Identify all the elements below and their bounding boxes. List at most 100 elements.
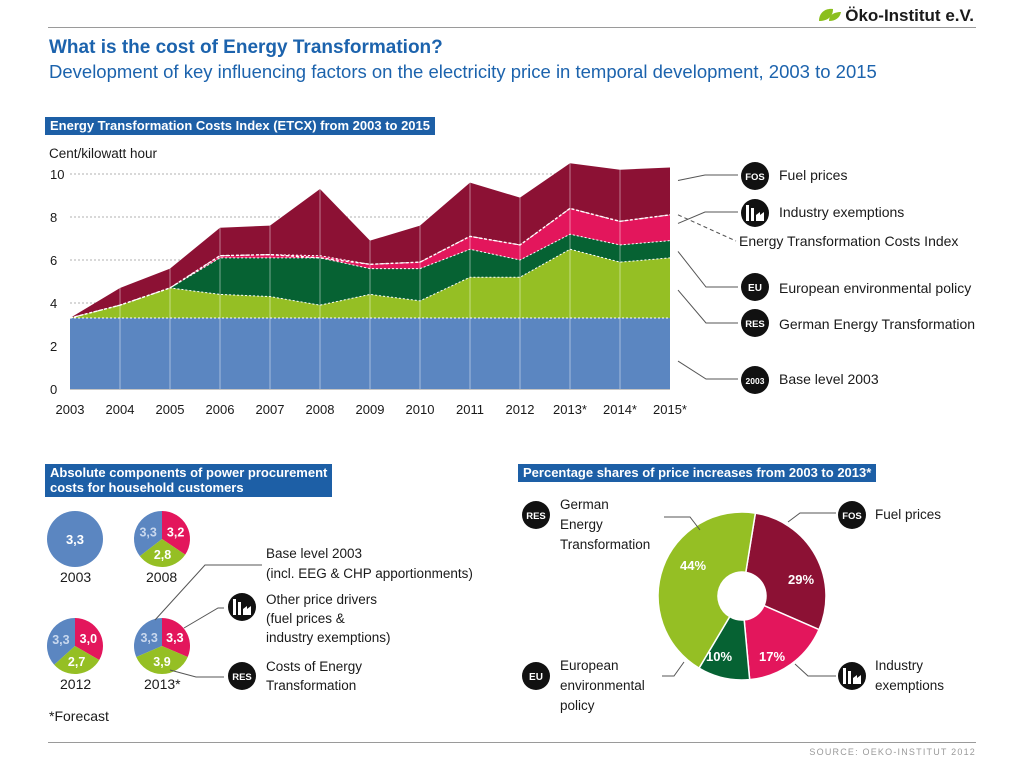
leader-eu-policy [677, 251, 738, 288]
x-tick-2009: 2009 [356, 402, 385, 417]
x-tick-2015: 2015* [653, 402, 687, 417]
pie-2013-slice-other [162, 618, 191, 658]
factory-icon [228, 593, 256, 621]
pie-2008-slice-base [133, 511, 162, 557]
series-boundary [69, 207, 671, 319]
svg-text:FOS: FOS [842, 511, 862, 522]
legend-base-level: Base level 2003 [779, 371, 879, 387]
pie-2013-slice-base [134, 618, 162, 658]
res-badge-icon: RES [522, 501, 550, 529]
leader-donut-fuel [787, 512, 836, 523]
legend-other-drivers-line2: (fuel prices & [266, 611, 345, 626]
pie-year-2012: 2012 [60, 676, 92, 692]
area-eu-policy [70, 234, 670, 319]
page-title: What is the cost of Energy Transformatio… [49, 37, 443, 58]
legend-other-drivers-line1: Other price drivers [266, 592, 378, 607]
donut-slice-res [657, 511, 757, 670]
svg-text:FOS: FOS [745, 172, 765, 183]
leader-base-level-2003 [154, 564, 262, 621]
y-tick-4: 4 [50, 296, 57, 311]
res-cost-badge: RES [226, 661, 258, 696]
leaf-icon [819, 8, 842, 21]
forecast-note: *Forecast [49, 708, 109, 724]
area-industry-exemptions [70, 208, 670, 319]
pie-2008-label-base: 3,3 [139, 526, 156, 540]
shares-eu-line2: environmental [560, 678, 645, 693]
other-drivers-badge [226, 592, 258, 627]
pie-year-2003: 2003 [60, 569, 92, 585]
pie-2013-label-base: 3,3 [140, 631, 157, 645]
eu-badge: EU [739, 272, 771, 307]
x-tick-2010: 2010 [406, 402, 435, 417]
leader-german-energy-transformation [677, 289, 738, 324]
y-tick-10: 10 [50, 167, 64, 182]
legend-german-energy-transformation: German Energy Transformation [779, 316, 976, 332]
svg-text:EU: EU [748, 283, 762, 294]
shares-fuel-label: Fuel prices [875, 507, 942, 522]
y-tick-8: 8 [50, 210, 57, 225]
pie-2012-label-base: 3,3 [52, 633, 69, 647]
pie-2008-label-res: 2,8 [154, 548, 171, 562]
pie-2008-slice-res [139, 539, 186, 568]
shares-donut-chart [657, 511, 836, 681]
leader-other-price-drivers [183, 607, 224, 629]
svg-text:2003: 2003 [746, 376, 765, 386]
base-2003-badge-icon: 2003 [741, 366, 769, 394]
legend-industry-exemptions: Industry exemptions [779, 204, 905, 220]
donut-slice-fuel [744, 512, 827, 631]
leader-base-level [677, 360, 738, 380]
shares-eu-line1: European [560, 658, 619, 673]
logo-text: Öko-Institut e.V. [845, 6, 974, 25]
etcx-y-unit: Cent/kilowatt hour [49, 146, 158, 161]
shares-res-badge: RES [520, 500, 552, 535]
y-tick-2: 2 [50, 339, 57, 354]
svg-text:RES: RES [745, 319, 765, 330]
legend-fuel-prices: Fuel prices [779, 167, 848, 183]
page-subtitle: Development of key influencing factors o… [49, 61, 877, 82]
shares-res-line1: German [560, 497, 609, 512]
leader-donut-eu [662, 661, 685, 677]
pie-2003-label-base: 3,3 [66, 532, 84, 547]
x-tick-2006: 2006 [206, 402, 235, 417]
pie-2012-slice-res [54, 646, 100, 674]
etcx-area-chart: 0 2 4 6 8 10 2003 2004 2005 2006 2007 2008 2009 2010 2… [50, 163, 738, 417]
shares-section-label: Percentage shares of price increases fro… [518, 464, 877, 482]
shares-res-line2: Energy [560, 517, 603, 532]
pie-2008-label-other: 3,2 [167, 525, 184, 539]
area-base-level [70, 318, 670, 389]
fos-badge-icon: FOS [741, 162, 769, 190]
res-badge-icon: RES [741, 309, 769, 337]
shares-res-line3: Transformation [560, 537, 651, 552]
pct-eu: 10% [706, 649, 733, 664]
eu-badge-icon: EU [741, 273, 769, 301]
leader-etcx-index [677, 214, 737, 242]
x-tick-2014: 2014* [603, 402, 637, 417]
pie-year-2013: 2013* [144, 676, 181, 692]
x-tick-2011: 2011 [456, 402, 484, 417]
legend-etcx-index: Energy Transformation Costs Index [739, 233, 959, 249]
components-section-label: Absolute components of power procurement… [45, 464, 333, 497]
x-tick-2013: 2013* [553, 402, 587, 417]
source-note: SOURCE: OEKO-INSTITUT 2012 [809, 747, 976, 757]
etcx-section-label: Energy Transformation Costs Index (ETCX)… [45, 117, 435, 135]
svg-text:EU: EU [529, 672, 543, 683]
res-badge: RES [739, 308, 771, 343]
pie-2012-slice-other [75, 618, 103, 660]
res-badge-icon: RES [228, 662, 256, 690]
y-tick-6: 6 [50, 253, 57, 268]
pie-2003-slice-base [47, 511, 103, 567]
donut-slice-exemptions [743, 604, 820, 681]
pct-res: 44% [680, 558, 707, 573]
factory-icon [741, 199, 769, 227]
legend-base-level-line1: Base level 2003 [266, 546, 363, 561]
pie-year-2008: 2008 [146, 569, 178, 585]
eu-badge-icon: EU [522, 662, 550, 690]
component-pies: 3,3 3,3 3,2 2,8 3,3 3,0 2,7 3,3 3,3 3,9 [47, 511, 262, 678]
logo: Öko-Institut e.V. [817, 6, 974, 26]
x-tick-2007: 2007 [256, 402, 285, 417]
shares-exemptions-line2: exemptions [875, 678, 945, 693]
area-fuel-prices [70, 163, 670, 319]
leader-fuel-prices [677, 174, 738, 181]
top-rule [48, 27, 976, 28]
fos-badge-icon: FOS [838, 501, 866, 529]
